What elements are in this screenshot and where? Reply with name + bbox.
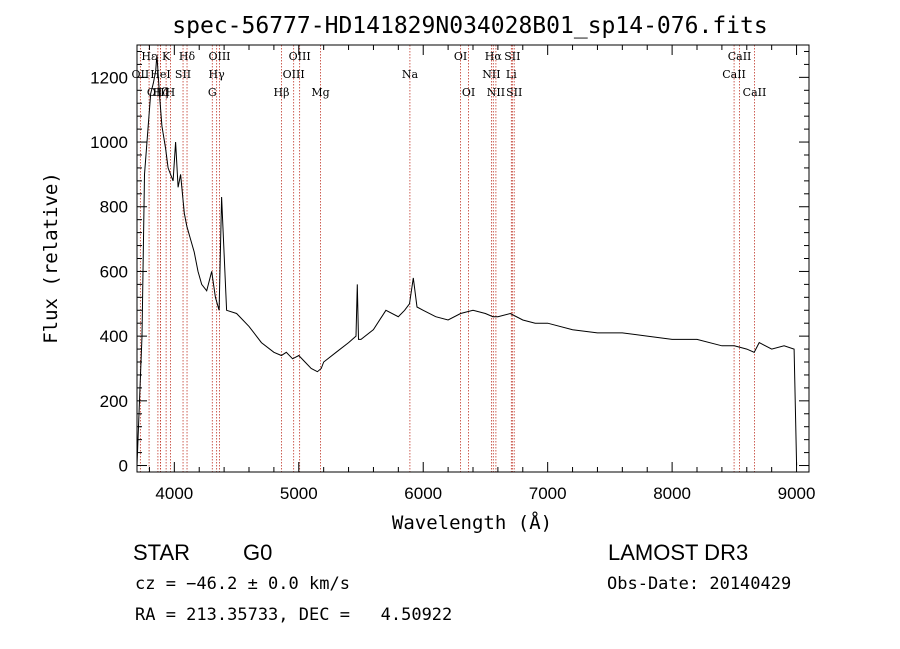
line-label: NII [487,86,505,99]
survey-name: LAMOST DR3 [608,540,748,565]
line-label: OI [462,86,475,99]
y-axis-label: Flux (relative) [40,172,62,344]
line-label: OIII [283,68,305,81]
line-label: Na [402,68,419,81]
line-label: OIII [289,50,311,63]
y-tick-label: 1000 [90,133,128,152]
y-tick-label: 800 [100,198,128,217]
x-tick-label: 4000 [155,484,193,503]
y-tick-label: 200 [100,392,128,411]
x-tick-label: 8000 [653,484,691,503]
object-class: STAR [133,540,190,565]
line-label: OIII [208,50,230,63]
y-tick-label: 400 [100,327,128,346]
x-tick-label: 7000 [529,484,567,503]
line-label: Hδ [179,50,196,63]
coordinates: RA = 213.35733, DEC = 4.50922 [135,605,452,625]
line-label: CaII [728,50,752,63]
line-label: OII [132,68,150,81]
line-label: Hζ [153,86,169,99]
x-axis-label: Wavelength (Å) [392,511,552,534]
line-label: G [208,86,217,99]
line-label: Mg [311,86,329,99]
line-label: SII [506,86,522,99]
line-label: OI [454,50,467,63]
x-tick-label: 5000 [280,484,318,503]
line-label: SII [504,50,520,63]
line-label: Hγ [209,68,226,81]
line-label: HeI [150,68,170,81]
line-label: H [166,86,176,99]
x-tick-label: 9000 [778,484,816,503]
y-tick-label: 600 [100,262,128,281]
y-axis-ticks: 0 200 400 600 800 1000 1200 [90,50,809,476]
object-subclass: G0 [243,540,272,565]
line-label: SII [175,68,191,81]
plot-frame [136,44,810,473]
redshift-cz: cz = −46.2 ± 0.0 km/s [135,574,350,594]
y-tick-label: 1200 [90,68,128,87]
observation-date: Obs-Date: 20140429 [607,574,791,594]
line-label: Hα [485,50,503,63]
chart-title: spec-56777-HD141829N034028B01_sp14-076.f… [172,13,767,39]
line-label: CaII [722,68,746,81]
line-label: OIII [147,86,169,99]
x-axis-ticks: 4000 5000 6000 7000 8000 9000 [148,45,816,503]
y-tick-label: 0 [119,457,128,476]
line-label: Hε [141,50,157,63]
x-tick-label: 6000 [404,484,442,503]
line-label: Hβ [274,86,290,99]
line-label: NII [482,68,500,81]
line-label: Li [506,68,517,81]
line-label: CaII [743,86,767,99]
line-marker-group [139,45,755,472]
spectrum-series-line [136,54,798,466]
line-label: K [162,50,171,63]
